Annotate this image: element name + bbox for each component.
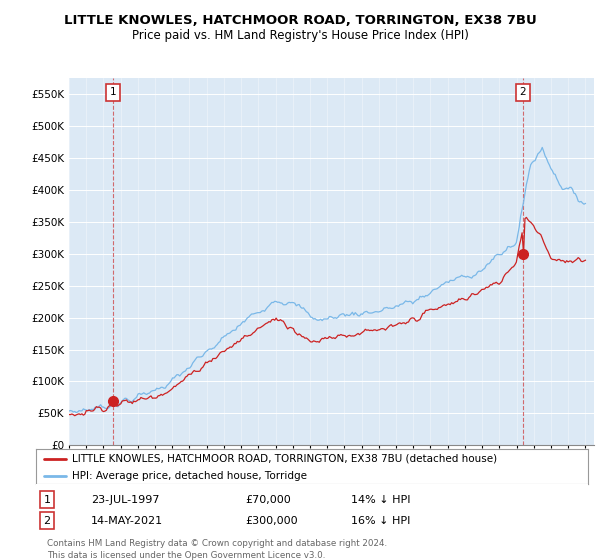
Text: 1: 1 [110, 87, 116, 97]
Text: HPI: Average price, detached house, Torridge: HPI: Average price, detached house, Torr… [72, 470, 307, 480]
Text: £70,000: £70,000 [246, 494, 292, 505]
Text: 23-JUL-1997: 23-JUL-1997 [91, 494, 160, 505]
Text: LITTLE KNOWLES, HATCHMOOR ROAD, TORRINGTON, EX38 7BU (detached house): LITTLE KNOWLES, HATCHMOOR ROAD, TORRINGT… [72, 454, 497, 464]
Text: £300,000: £300,000 [246, 516, 298, 526]
Text: Price paid vs. HM Land Registry's House Price Index (HPI): Price paid vs. HM Land Registry's House … [131, 29, 469, 42]
Text: LITTLE KNOWLES, HATCHMOOR ROAD, TORRINGTON, EX38 7BU: LITTLE KNOWLES, HATCHMOOR ROAD, TORRINGT… [64, 14, 536, 27]
Text: Contains HM Land Registry data © Crown copyright and database right 2024.
This d: Contains HM Land Registry data © Crown c… [47, 539, 387, 560]
Text: 1: 1 [44, 494, 50, 505]
Text: 14% ↓ HPI: 14% ↓ HPI [350, 494, 410, 505]
Text: 16% ↓ HPI: 16% ↓ HPI [350, 516, 410, 526]
Text: 14-MAY-2021: 14-MAY-2021 [91, 516, 163, 526]
Text: 2: 2 [520, 87, 526, 97]
Text: 2: 2 [43, 516, 50, 526]
